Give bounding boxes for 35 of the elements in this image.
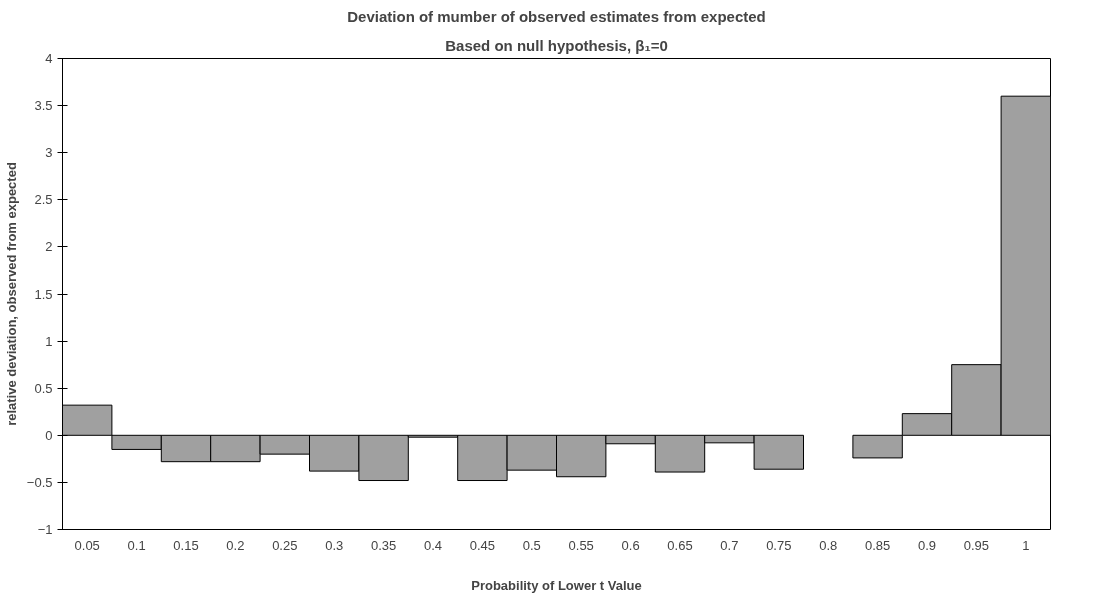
y-tick-label: 4 (45, 51, 53, 66)
x-tick-label: 0.25 (272, 537, 298, 553)
chart-title: Deviation of mumber of observed estimates from expected (347, 7, 766, 25)
x-tick-label: 0.7 (720, 537, 739, 553)
x-axis-title: Probability of Lower t Value (471, 577, 642, 593)
x-tick-label: 0.1 (127, 537, 146, 553)
y-tick-label: −1 (37, 522, 53, 537)
y-tick-label: 1.5 (34, 286, 53, 302)
y-tick-label: 3 (45, 145, 53, 161)
y-tick-label: 0.5 (34, 380, 53, 396)
x-tick-label: 0.85 (864, 537, 891, 553)
x-tick-label: 0.5 (522, 537, 541, 553)
x-tick-label: 0.75 (766, 537, 792, 553)
x-tick-label: 0.65 (667, 537, 693, 553)
chart-subtitle: Based on null hypothesis, β₁=0 (445, 36, 668, 54)
x-tick-label: 0.3 (325, 537, 344, 553)
y-tick-label: 0 (45, 427, 53, 443)
x-tick-label: 0.45 (469, 537, 496, 553)
x-tick-label: 0.95 (963, 537, 990, 553)
x-tick-label: 0.55 (568, 537, 594, 553)
x-tick-label: 0.8 (819, 537, 838, 553)
x-tick-label: 1 (1022, 537, 1030, 553)
y-tick-label: 2 (45, 239, 53, 255)
x-tick-label: 0.35 (370, 537, 397, 553)
x-tick-label: 0.4 (423, 537, 443, 553)
x-tick-label: 0.05 (74, 537, 100, 553)
x-tick-label: 0.2 (226, 537, 245, 553)
x-tick-label: 0.9 (917, 537, 937, 553)
y-axis-title: relative deviation, observed from expected (3, 162, 19, 426)
x-tick-label: 0.6 (621, 537, 640, 553)
y-tick-label: −0.5 (26, 474, 53, 490)
y-tick-label: 1 (45, 333, 53, 349)
y-tick-label: 2.5 (34, 192, 53, 208)
x-tick-label: 0.15 (173, 537, 199, 553)
y-tick-label: 3.5 (34, 98, 53, 114)
